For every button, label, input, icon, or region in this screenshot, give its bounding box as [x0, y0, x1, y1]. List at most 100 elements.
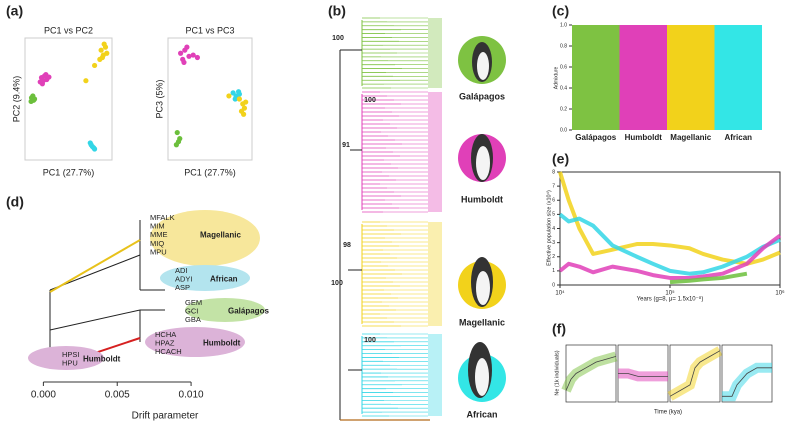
population-group	[145, 327, 245, 357]
group-label: Galápagos	[228, 307, 269, 316]
clade-label: Galápagos	[459, 91, 505, 101]
point	[190, 52, 196, 58]
y-axis-label: Ne (1k individuals)	[554, 350, 560, 395]
plot-frame	[565, 344, 617, 403]
group-label: Humboldt	[203, 339, 241, 348]
x-axis-label: Drift parameter	[132, 411, 199, 422]
point	[175, 139, 182, 145]
x-axis-label: PC1 (27.7%)	[184, 167, 236, 177]
point	[104, 50, 110, 56]
point	[186, 53, 192, 59]
y-tick-label: 0.4	[560, 85, 567, 91]
point	[39, 81, 46, 87]
support-value: 91	[342, 142, 350, 149]
line	[558, 212, 781, 276]
population-label: GEM	[185, 298, 202, 307]
chart-title: PC1 vs PC2	[44, 25, 93, 35]
point	[92, 62, 98, 69]
x-tick-label: Galápagos	[575, 133, 616, 142]
x-axis-label: PC1 (27.7%)	[43, 167, 95, 177]
bar	[572, 25, 620, 130]
population-label: HPAZ	[155, 339, 175, 348]
point	[174, 129, 180, 136]
treemix-branches	[49, 220, 165, 359]
population-label: ASP	[175, 283, 190, 292]
group-label: African	[210, 275, 238, 284]
population-group	[28, 346, 104, 370]
population-label: ADI	[175, 266, 188, 275]
y-tick-label: 2	[552, 254, 555, 260]
tree-branches	[339, 17, 442, 421]
confidence-band	[667, 346, 723, 401]
support-value: 100	[364, 97, 376, 104]
population-label: MIM	[150, 222, 165, 231]
population-label: HPSI	[62, 350, 80, 359]
panel-label: (f)	[552, 321, 566, 337]
line	[558, 233, 782, 280]
clade-label: Magellanic	[459, 317, 505, 327]
population-group	[160, 265, 250, 291]
population-label: HCACH	[155, 347, 182, 356]
point	[28, 98, 34, 105]
bar	[619, 25, 667, 130]
x-tick-label: Magellanic	[670, 133, 711, 142]
x-tick-label: 10⁵	[665, 290, 675, 297]
point	[83, 78, 89, 84]
point	[178, 50, 184, 56]
confidence-band	[561, 351, 618, 393]
y-tick-label: 8	[552, 169, 555, 175]
point	[184, 44, 190, 50]
support-value: 100	[331, 280, 343, 287]
y-tick-label: 1	[552, 268, 555, 274]
x-tick-label: African	[724, 133, 752, 142]
population-label: MME	[150, 230, 168, 239]
migration-edge	[49, 239, 141, 293]
line	[558, 171, 781, 266]
panel-label: (e)	[552, 151, 569, 167]
y-axis-label: PC2 (9.4%)	[11, 76, 21, 123]
y-tick-label: 1.0	[560, 22, 567, 28]
point	[232, 96, 238, 102]
x-tick-label: Humboldt	[625, 133, 663, 142]
group-label: Magellanic	[200, 230, 241, 239]
support-value: 100	[364, 337, 376, 344]
clade-label: African	[466, 409, 497, 419]
y-tick-label: 7	[552, 183, 555, 189]
y-axis-label: Effective population size (x10⁴)	[545, 190, 552, 266]
y-axis-label: Admixture	[553, 67, 559, 90]
panel-label: (a)	[6, 3, 23, 19]
y-tick-label: 0.8	[560, 43, 567, 49]
x-tick-label: 10⁶	[775, 290, 785, 297]
group-label: Humboldt	[83, 354, 121, 363]
bar	[714, 25, 762, 130]
line	[669, 271, 748, 285]
point	[98, 47, 104, 53]
plot-frame	[167, 37, 253, 161]
x-tick-label: 0.005	[105, 390, 130, 401]
plot-frame	[721, 344, 773, 403]
y-tick-label: 3	[552, 240, 555, 246]
panel-label: (d)	[6, 194, 24, 210]
confidence-band	[618, 368, 668, 382]
x-axis-label: Years (g=8, μ= 1.5x10⁻⁸)	[637, 296, 704, 303]
population-label: GCI	[185, 307, 198, 316]
clade-label: Humboldt	[461, 194, 503, 204]
point	[194, 54, 200, 61]
support-value: 98	[343, 242, 351, 249]
line	[669, 350, 721, 397]
point	[43, 72, 49, 78]
y-tick-label: 0	[552, 282, 555, 288]
x-tick-label: 0.010	[179, 390, 204, 401]
population-label: MPU	[150, 247, 167, 256]
population-label: HCHA	[155, 330, 176, 339]
point	[226, 93, 232, 99]
y-axis-label: PC3 (5%)	[154, 79, 164, 118]
y-tick-label: 0.0	[560, 127, 567, 133]
plot-frame	[24, 37, 113, 161]
population-label: ADYI	[175, 275, 193, 284]
population-label: GBA	[185, 315, 201, 324]
bar	[667, 25, 715, 130]
panel-label: (c)	[552, 3, 569, 19]
x-tick-label: 0.000	[31, 390, 56, 401]
